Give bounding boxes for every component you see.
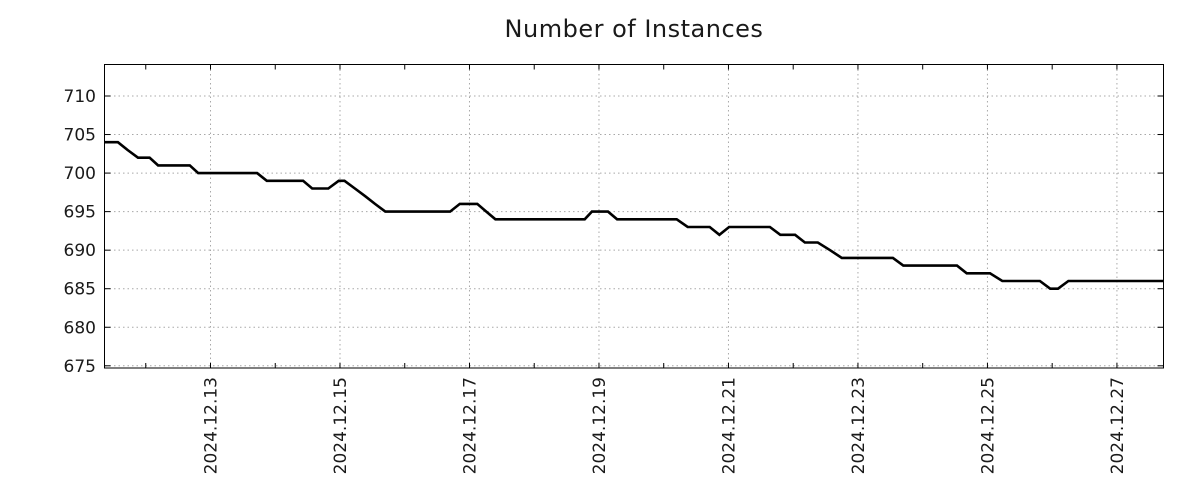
x-tick-label: 2024.12.23 xyxy=(849,377,869,474)
y-tick-label: 695 xyxy=(64,203,96,223)
x-tick-label: 2024.12.17 xyxy=(460,377,480,474)
y-tick-label: 705 xyxy=(64,126,96,146)
y-tick-label: 690 xyxy=(64,241,96,261)
data-line xyxy=(104,140,1164,291)
y-tick-label: 680 xyxy=(64,318,96,338)
chart-title: Number of Instances xyxy=(504,15,764,43)
y-tick-label: 710 xyxy=(64,87,96,107)
y-tick-label: 700 xyxy=(64,164,96,184)
x-tick-label: 2024.12.15 xyxy=(331,377,351,474)
x-tick-label: 2024.12.13 xyxy=(202,377,222,474)
plot-border xyxy=(104,64,1164,369)
x-tick-label: 2024.12.25 xyxy=(978,377,998,474)
y-tick-label: 675 xyxy=(64,357,96,377)
x-tick-label: 2024.12.27 xyxy=(1108,377,1128,474)
y-tick-label: 685 xyxy=(64,280,96,300)
x-tick-label: 2024.12.19 xyxy=(590,377,610,474)
x-tick-label: 2024.12.21 xyxy=(719,377,739,474)
